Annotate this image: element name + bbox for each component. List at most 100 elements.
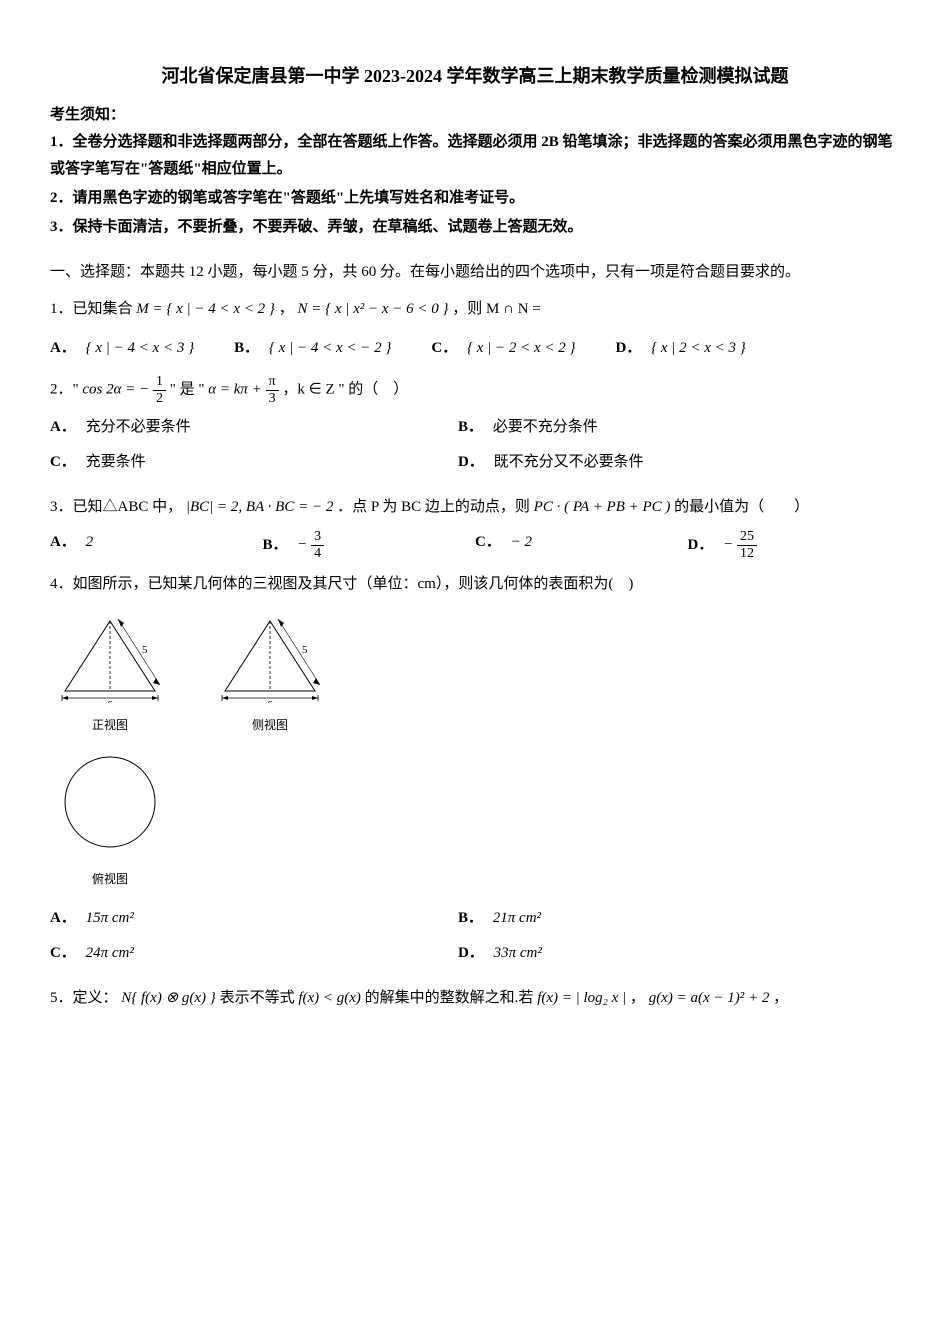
question-3: 3．已知△ABC 中， |BC| = 2, BA · BC = − 2 ．点 P… [50,494,900,521]
q2-B-text: 必要不充分条件 [493,419,598,435]
option-label-A: A． [50,419,76,435]
q2-frac1: 1 2 [153,374,166,406]
q1-suffix: ，则 M ∩ N = [452,301,540,317]
q3-prefix: 3．已知△ABC 中， [50,499,182,515]
q2-options: A． 充分不必要条件 B． 必要不充分条件 C． 充要条件 D． 既不充分又不必… [50,414,900,484]
notice-item-2: 2．请用黑色字迹的钢笔或答字笔在"答题纸"上先填写姓名和准考证号。 [50,185,900,212]
option-label-B: B． [263,537,288,553]
top-view: 俯视图 [50,747,170,891]
option-label-D: D． [458,454,484,470]
q1-C-text: { x | − 2 < x < 2 } [467,340,576,356]
q3-options: A． 2 B． − 3 4 C． − 2 D． − 25 12 [50,529,900,561]
q2-frac1-num: 1 [153,374,166,390]
q1-set-M: M = { x | − 4 < x < 2 } [136,301,275,317]
option-label-D: D． [616,340,642,356]
q2-option-D: D． 既不充分又不必要条件 [458,449,866,476]
q3-B-prefix: − [297,537,307,553]
question-1: 1．已知集合 M = { x | − 4 < x < 2 } ， N = { x… [50,296,900,323]
side-view-label: 侧视图 [210,715,330,737]
q3-mid: ．点 P 为 BC 边上的动点，则 [337,499,534,515]
side-view-svg: 6 5 [210,613,330,703]
q5-mid2: 的解集中的整数解之和.若 [365,990,538,1006]
q3-B-den: 4 [311,546,324,561]
q4-option-B: B． 21π cm² [458,905,866,932]
q5-mid3: ， [630,990,645,1006]
q3-option-C: C． − 2 [475,529,688,561]
option-label-C: C． [431,340,457,356]
q4-A-text: 15π cm² [86,910,134,926]
q3-D-prefix: − [723,537,733,553]
q2-option-C: C． 充要条件 [50,449,458,476]
option-label-A: A． [50,340,76,356]
q3-D-num: 25 [737,529,757,545]
exam-title: 河北省保定唐县第一中学 2023-2024 学年数学高三上期末教学质量检测模拟试… [50,60,900,92]
q4-B-text: 21π cm² [493,910,541,926]
q2-alpha: α = kπ + [208,382,265,398]
q4-options: A． 15π cm² B． 21π cm² C． 24π cm² D． 33π … [50,905,900,975]
q3-D-den: 12 [737,546,757,561]
q1-option-B: B． { x | − 4 < x < − 2 } [234,335,391,362]
q3-B-num: 3 [311,529,324,545]
q4-top-row: 6 5 正视图 6 5 侧视图 [50,613,900,737]
q3-suffix: 的最小值为（ ） [674,499,809,515]
q3-B-frac: 3 4 [311,529,324,561]
side-view: 6 5 侧视图 [210,613,330,737]
q2-mid2: ，k ∈ Z " 的（ ） [282,382,408,398]
option-label-C: C． [475,534,501,550]
q3-expr: PC · ( PA + PB + PC ) [534,499,671,515]
q3-option-A: A． 2 [50,529,263,561]
q1-prefix: 1．已知集合 [50,301,136,317]
section-1-heading: 一、选择题：本题共 12 小题，每小题 5 分，共 60 分。在每小题给出的四个… [50,259,900,286]
option-label-B: B． [458,910,483,926]
q4-diagram: 6 5 正视图 6 5 侧视图 [50,613,900,890]
q4-option-A: A． 15π cm² [50,905,458,932]
front-slant-dim: 5 [142,644,148,656]
q5-ineq: f(x) < g(x) [298,990,361,1006]
q5-mid1: 表示不等式 [220,990,299,1006]
q5-Ndef: N{ f(x) ⊗ g(x) } [121,990,216,1006]
q2-prefix: 2．" [50,382,82,398]
option-label-C: C． [50,454,76,470]
option-label-A: A． [50,534,76,550]
question-4: 4．如图所示，已知某几何体的三视图及其尺寸（单位：cm），则该几何体的表面积为(… [50,571,900,598]
q2-frac1-den: 2 [153,391,166,406]
q1-mid: ， [279,301,294,317]
option-label-A: A． [50,910,76,926]
top-view-label: 俯视图 [50,869,170,891]
q1-A-text: { x | − 4 < x < 3 } [86,340,195,356]
q4-D-text: 33π cm² [494,945,542,961]
q3-option-D: D． − 25 12 [688,529,901,561]
q2-frac2-num: π [266,374,279,390]
option-label-D: D． [688,537,714,553]
q3-option-B: B． − 3 4 [263,529,476,561]
side-slant-dim: 5 [302,644,308,656]
q1-options: A． { x | − 4 < x < 3 } B． { x | − 4 < x … [50,335,900,362]
q2-C-text: 充要条件 [86,454,146,470]
front-view-svg: 6 5 [50,613,170,703]
option-label-D: D． [458,945,484,961]
q2-option-B: B． 必要不充分条件 [458,414,866,441]
option-label-C: C． [50,945,76,961]
notice-item-1: 1．全卷分选择题和非选择题两部分，全部在答题纸上作答。选择题必须用 2B 铅笔填… [50,129,900,183]
front-view: 6 5 正视图 [50,613,170,737]
notice-item-3: 3．保持卡面清洁，不要折叠，不要弄破、弄皱，在草稿纸、试题卷上答题无效。 [50,214,900,241]
option-label-B: B． [234,340,259,356]
q5-prefix: 5．定义： [50,990,118,1006]
q1-B-text: { x | − 4 < x < − 2 } [269,340,391,356]
side-base-dim: 6 [267,699,273,703]
q1-option-C: C． { x | − 2 < x < 2 } [431,335,575,362]
q1-option-A: A． { x | − 4 < x < 3 } [50,335,194,362]
q2-A-text: 充分不必要条件 [86,419,191,435]
q4-option-C: C． 24π cm² [50,940,458,967]
q4-C-text: 24π cm² [86,945,134,961]
question-2: 2．" cos 2α = − 1 2 " 是 " α = kπ + π 3 ，k… [50,374,900,406]
q5-suffix: ， [773,990,788,1006]
q2-frac2: π 3 [266,374,279,406]
q4-option-D: D． 33π cm² [458,940,866,967]
notice-heading: 考生须知： [50,102,900,129]
q1-set-N: N = { x | x² − x − 6 < 0 } [297,301,448,317]
q1-D-text: { x | 2 < x < 3 } [651,340,746,356]
front-view-label: 正视图 [50,715,170,737]
q2-option-A: A． 充分不必要条件 [50,414,458,441]
q3-bc: |BC| = 2, BA · BC = − 2 [186,499,334,515]
